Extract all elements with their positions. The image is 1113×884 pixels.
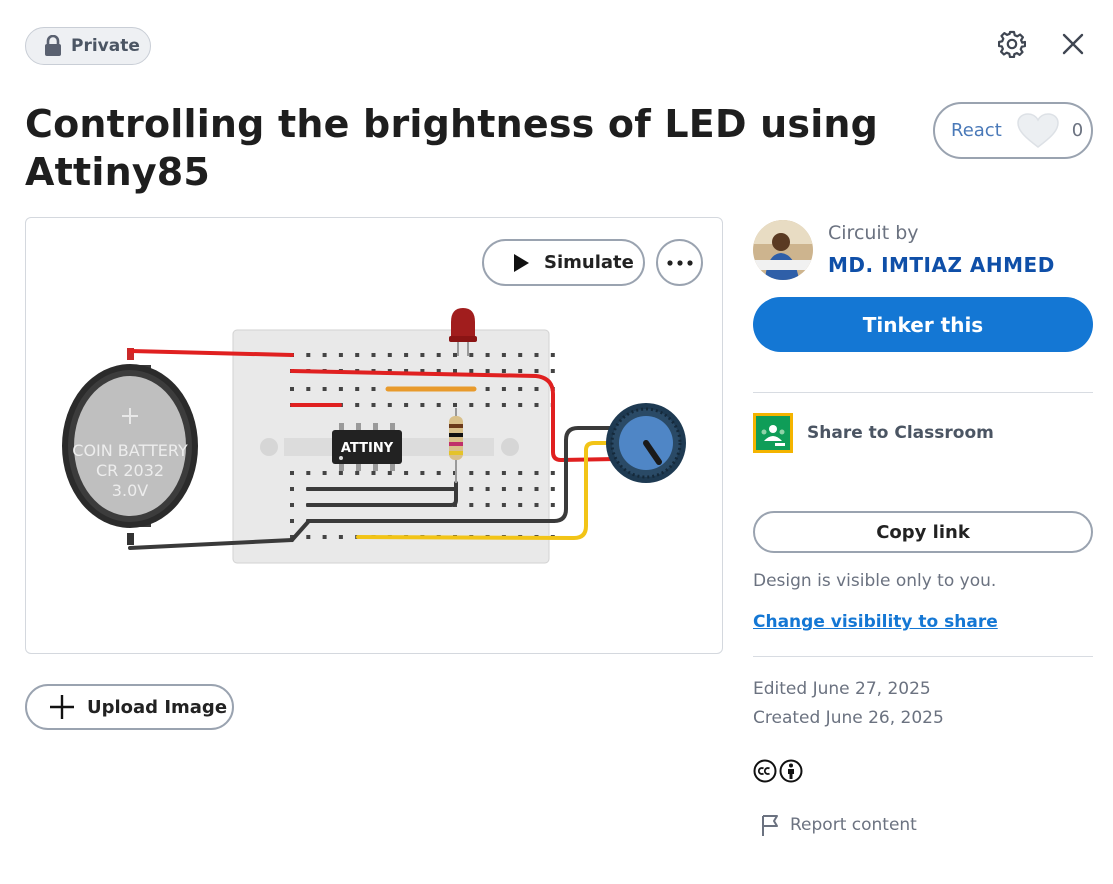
tinker-this-button[interactable]: Tinker this (753, 297, 1093, 352)
more-options-button[interactable] (656, 239, 703, 286)
battery-label-2: CR 2032 (96, 461, 164, 480)
privacy-badge[interactable]: Private (25, 27, 151, 65)
flag-icon (762, 815, 778, 836)
upload-image-label: Upload Image (87, 696, 228, 718)
privacy-label: Private (71, 36, 140, 56)
upload-image-button[interactable]: Upload Image (25, 684, 234, 730)
gear-icon (998, 30, 1026, 58)
react-label: React (951, 120, 1002, 141)
avatar[interactable] (753, 220, 813, 280)
settings-button[interactable] (996, 28, 1028, 60)
more-dots-icon (666, 259, 693, 266)
potentiometer (606, 403, 686, 483)
close-icon (1062, 33, 1084, 55)
author-name-link[interactable]: MD. IMTIAZ AHMED (828, 253, 1055, 277)
react-count: 0 (1071, 120, 1084, 141)
battery-label-3: 3.0V (112, 481, 148, 500)
report-content-link[interactable]: Report content (760, 813, 917, 837)
created-date: Created June 26, 2025 (753, 708, 944, 728)
attiny-chip: ATTINY (332, 423, 402, 471)
author-block: Circuit by MD. IMTIAZ AHMED (753, 220, 1093, 282)
plus-icon (50, 695, 74, 719)
share-to-classroom-label: Share to Classroom (807, 423, 994, 443)
attribution-icon (779, 759, 803, 783)
circuit-diagram: COIN BATTERY CR 2032 3.0V ATTINY (62, 308, 686, 564)
visibility-note: Design is visible only to you. (753, 571, 997, 591)
report-content-label: Report content (790, 815, 917, 835)
page-title: Controlling the brightness of LED using … (25, 102, 879, 194)
heart-icon (1017, 112, 1059, 148)
simulate-label: Simulate (544, 252, 634, 273)
resistor (449, 408, 463, 483)
react-button[interactable]: React 0 (933, 102, 1093, 159)
led (449, 308, 477, 356)
divider (753, 392, 1093, 393)
battery-label-1: COIN BATTERY (72, 441, 188, 460)
divider (753, 656, 1093, 657)
lock-icon (45, 35, 61, 56)
chip-label: ATTINY (341, 441, 394, 456)
close-button[interactable] (1057, 28, 1089, 60)
avatar-image (753, 220, 813, 280)
change-visibility-link[interactable]: Change visibility to share (753, 612, 998, 632)
circuit-canvas[interactable]: COIN BATTERY CR 2032 3.0V ATTINY (25, 217, 723, 654)
edited-date: Edited June 27, 2025 (753, 679, 931, 699)
copy-link-button[interactable]: Copy link (753, 511, 1093, 553)
coin-battery: COIN BATTERY CR 2032 3.0V (62, 348, 198, 545)
creative-commons-icon (753, 759, 777, 783)
google-classroom-icon (753, 413, 793, 453)
license-badge[interactable] (753, 759, 803, 783)
play-icon (514, 253, 529, 272)
share-to-classroom-button[interactable]: Share to Classroom (753, 413, 994, 453)
circuit-by-label: Circuit by (828, 222, 919, 244)
simulate-button[interactable]: Simulate (482, 239, 645, 286)
